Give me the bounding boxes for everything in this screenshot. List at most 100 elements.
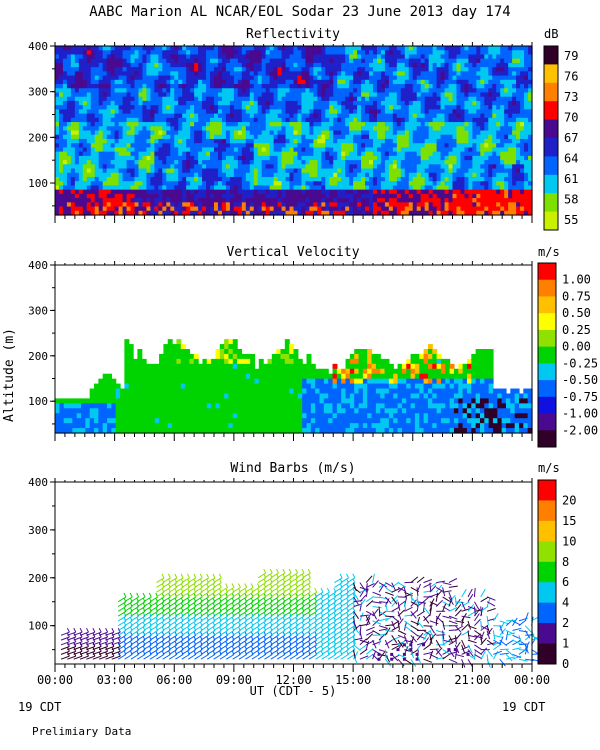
reflectivity-cell [241, 189, 247, 195]
reflectivity-cell [357, 138, 362, 144]
reflectivity-cell [202, 189, 207, 195]
reflectivity-cell [516, 176, 521, 182]
reflectivity-cell [118, 109, 124, 115]
reflectivity-cell [341, 172, 346, 178]
reflectivity-cell [186, 147, 191, 153]
reflectivity-cell [170, 113, 175, 119]
reflectivity-cell [380, 46, 386, 51]
reflectivity-cell [82, 92, 88, 98]
reflectivity-cell [170, 185, 175, 191]
reflectivity-cell [214, 122, 219, 127]
reflectivity-cell [349, 151, 354, 157]
reflectivity-cell [321, 71, 326, 77]
reflectivity-cell [452, 113, 458, 119]
reflectivity-cell [257, 122, 263, 127]
reflectivity-cell [448, 92, 454, 98]
reflectivity-cell [94, 88, 100, 94]
reflectivity-cell [94, 206, 100, 212]
reflectivity-cell [106, 75, 112, 81]
reflectivity-cell [102, 54, 108, 60]
reflectivity-cell [170, 62, 175, 68]
reflectivity-cell [524, 96, 529, 102]
reflectivity-cell [98, 138, 104, 144]
reflectivity-cell [225, 189, 231, 195]
reflectivity-cell [70, 155, 76, 161]
reflectivity-cell [424, 176, 430, 182]
reflectivity-cell [217, 92, 223, 98]
reflectivity-cell [452, 181, 458, 187]
reflectivity-cell [154, 84, 159, 89]
reflectivity-cell [337, 160, 342, 165]
reflectivity-cell [440, 46, 446, 51]
vertical-velocity-title: Vertical Velocity [226, 245, 359, 260]
reflectivity-cell [70, 113, 76, 119]
reflectivity-cell [313, 96, 318, 102]
reflectivity-cell [150, 168, 155, 174]
reflectivity-cell [440, 54, 446, 60]
reflectivity-cell [166, 164, 171, 170]
reflectivity-cell [62, 134, 68, 140]
reflectivity-cell [253, 176, 259, 182]
reflectivity-cell [82, 143, 88, 148]
reflectivity-cell [357, 172, 362, 178]
reflectivity-cell [512, 84, 517, 89]
reflectivity-cell [62, 138, 68, 144]
reflectivity-cell [178, 147, 183, 153]
reflectivity-cell [317, 84, 322, 89]
reflectivity-cell [488, 46, 493, 51]
reflectivity-cell [245, 168, 251, 174]
reflectivity-cell [162, 189, 167, 195]
reflectivity-cell [309, 71, 314, 77]
reflectivity-cell [325, 96, 330, 102]
reflectivity-cell [321, 206, 326, 212]
reflectivity-cell [412, 50, 418, 56]
reflectivity-cell [106, 164, 112, 170]
colorbar-swatch [544, 211, 558, 231]
reflectivity-cell [102, 122, 108, 127]
reflectivity-cell [448, 62, 454, 68]
reflectivity-cell [233, 168, 239, 174]
reflectivity-cell [198, 75, 203, 81]
reflectivity-cell [281, 176, 287, 182]
reflectivity-cell [444, 134, 450, 140]
reflectivity-cell [170, 96, 175, 102]
reflectivity-cell [229, 176, 235, 182]
reflectivity-cell [516, 79, 521, 85]
reflectivity-cell [122, 96, 128, 102]
reflectivity-cell [380, 117, 386, 123]
reflectivity-cell [496, 122, 501, 127]
reflectivity-cell [257, 143, 263, 148]
reflectivity-cell [221, 105, 227, 110]
reflectivity-cell [174, 105, 179, 110]
reflectivity-cell [74, 147, 80, 153]
reflectivity-cell [528, 50, 533, 56]
reflectivity-cell [309, 46, 314, 51]
reflectivity-cell [380, 92, 386, 98]
reflectivity-cell [341, 189, 346, 195]
reflectivity-cell [261, 92, 267, 98]
reflectivity-cell [170, 100, 175, 106]
reflectivity-cell [237, 71, 243, 77]
reflectivity-cell [396, 198, 402, 203]
reflectivity-cell [365, 117, 370, 123]
reflectivity-cell [178, 160, 183, 165]
reflectivity-cell [412, 130, 418, 136]
reflectivity-cell [452, 151, 458, 157]
reflectivity-cell [380, 143, 386, 148]
reflectivity-cell [118, 75, 124, 81]
reflectivity-cell [138, 79, 144, 85]
reflectivity-cell [122, 143, 128, 148]
reflectivity-cell [357, 54, 362, 60]
reflectivity-cell [221, 79, 227, 85]
reflectivity-cell [384, 206, 390, 212]
reflectivity-cell [520, 147, 525, 153]
reflectivity-cell [134, 117, 140, 123]
reflectivity-cell [440, 168, 446, 174]
reflectivity-cell [341, 122, 346, 127]
reflectivity-cell [380, 84, 386, 89]
reflectivity-cell [249, 176, 255, 182]
reflectivity-cell [154, 210, 159, 216]
reflectivity-cell [122, 109, 128, 115]
reflectivity-cell [221, 62, 227, 68]
